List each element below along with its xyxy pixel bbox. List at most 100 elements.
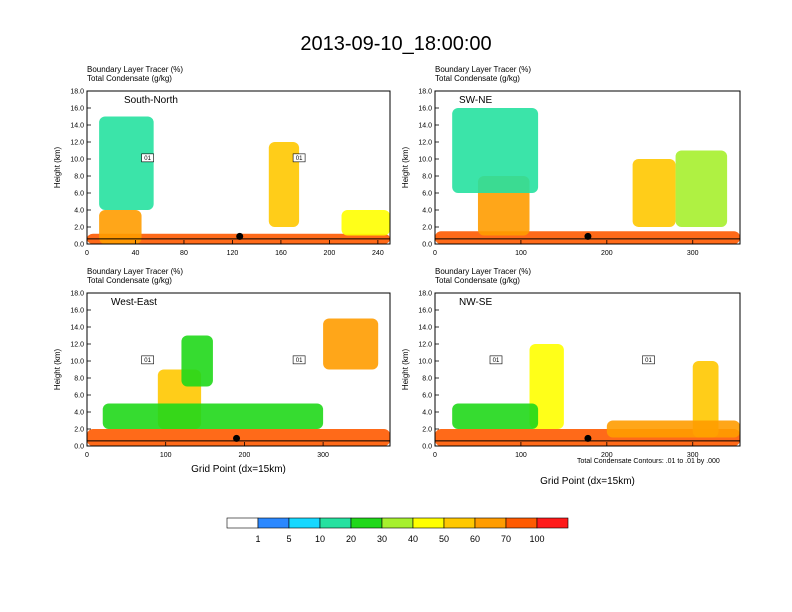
contour-label-box: [642, 355, 655, 365]
y-tick-label: 16.0: [418, 106, 432, 113]
field-blob: [268, 142, 300, 227]
panel-subtitle-condensate: Total Condensate (g/kg): [435, 74, 520, 83]
colorbar-label: 60: [470, 534, 480, 544]
y-tick-label: 10.0: [418, 157, 432, 164]
field-blob: [632, 159, 676, 227]
colorbar-swatch: [350, 517, 383, 529]
colorbar: 1 5 10 20 30 40 50 60 70 100: [226, 517, 569, 544]
panel-0: Boundary Layer Tracer (%)Total Condensat…: [53, 65, 391, 257]
y-tick-label: 8.0: [422, 376, 432, 383]
colorbar-label: 70: [501, 534, 511, 544]
panel-subtitle-tracer: Boundary Layer Tracer (%): [435, 267, 531, 276]
y-tick-label: 10.0: [70, 359, 84, 366]
y-tick-label: 18.0: [70, 89, 84, 96]
colorbar-swatch: [319, 517, 352, 529]
y-tick-label: 4.0: [74, 208, 84, 215]
contour-label: 01: [645, 358, 652, 364]
x-tick-label: 200: [601, 452, 613, 459]
y-tick-label: 18.0: [70, 291, 84, 298]
panel-section-label: SW-NE: [459, 95, 492, 106]
field-blob: [606, 420, 740, 438]
colorbar-label: 1: [255, 534, 260, 544]
colorbar-label: 50: [439, 534, 449, 544]
panel-section-label: West-East: [111, 297, 157, 308]
y-tick-label: 16.0: [70, 308, 84, 315]
panel-subtitle-tracer: Boundary Layer Tracer (%): [87, 267, 183, 276]
x-tick-label: 0: [85, 250, 89, 257]
y-tick-label: 0.0: [422, 444, 432, 451]
y-tick-label: 2.0: [74, 427, 84, 434]
y-tick-label: 2.0: [74, 225, 84, 232]
panel-frame: [434, 292, 741, 447]
y-tick-label: 12.0: [70, 342, 84, 349]
field-blob: [452, 108, 539, 193]
colorbar-label: 5: [286, 534, 291, 544]
y-tick-label: 8.0: [74, 376, 84, 383]
panels: Boundary Layer Tracer (%)Total Condensat…: [53, 65, 741, 487]
y-tick-label: 18.0: [418, 89, 432, 96]
x-tick-label: 300: [317, 452, 329, 459]
x-tick-label: 0: [433, 250, 437, 257]
field-blob: [675, 150, 728, 227]
location-marker: [233, 434, 241, 442]
x-tick-label: 300: [687, 250, 699, 257]
x-tick-label: 200: [601, 250, 613, 257]
x-axis-label: Grid Point (dx=15km): [540, 476, 635, 487]
x-tick-label: 0: [433, 452, 437, 459]
colorbar-label: 100: [529, 534, 544, 544]
y-axis-label: Height (km): [53, 146, 62, 188]
y-tick-label: 12.0: [418, 342, 432, 349]
x-tick-label: 100: [515, 452, 527, 459]
y-tick-label: 6.0: [422, 393, 432, 400]
panel-field: [87, 318, 390, 446]
field-blob: [529, 344, 564, 429]
location-marker: [236, 232, 244, 240]
figure-title: 2013-09-10_18:00:00: [300, 33, 491, 55]
y-tick-label: 14.0: [70, 325, 84, 332]
location-marker: [584, 232, 592, 240]
x-tick-label: 80: [180, 250, 188, 257]
x-tick-label: 0: [85, 452, 89, 459]
y-axis-label: Height (km): [53, 348, 62, 390]
y-tick-label: 14.0: [418, 123, 432, 130]
y-tick-label: 2.0: [422, 225, 432, 232]
field-blob: [452, 403, 539, 429]
y-tick-label: 12.0: [70, 140, 84, 147]
panel-field: [435, 344, 740, 446]
x-tick-label: 240: [372, 250, 384, 257]
y-tick-label: 0.0: [74, 242, 84, 249]
colorbar-swatch: [381, 517, 414, 529]
y-tick-label: 16.0: [418, 308, 432, 315]
y-tick-label: 0.0: [422, 242, 432, 249]
colorbar-swatch: [505, 517, 538, 529]
colorbar-swatch: [257, 517, 290, 529]
field-blob: [323, 318, 379, 370]
y-tick-label: 10.0: [418, 359, 432, 366]
colorbar-swatch: [536, 517, 569, 529]
x-tick-label: 300: [687, 452, 699, 459]
colorbar-swatch: [288, 517, 321, 529]
contour-label: 01: [144, 156, 151, 162]
contour-label-box: [141, 153, 154, 163]
x-tick-label: 120: [227, 250, 239, 257]
y-tick-label: 12.0: [418, 140, 432, 147]
contour-label-box: [489, 355, 503, 365]
panel-section-label: South-North: [124, 95, 178, 106]
panel-2: Boundary Layer Tracer (%)Total Condensat…: [53, 267, 391, 475]
y-tick-label: 14.0: [418, 325, 432, 332]
y-tick-label: 18.0: [418, 291, 432, 298]
contour-label: 01: [296, 156, 303, 162]
footnote: Total Condensate Contours: .01 to .01 by…: [577, 458, 720, 465]
y-tick-label: 4.0: [422, 208, 432, 215]
y-axis-label: Height (km): [401, 146, 410, 188]
panel-subtitle-tracer: Boundary Layer Tracer (%): [87, 65, 183, 74]
x-tick-label: 160: [275, 250, 287, 257]
panel-field: [87, 116, 390, 244]
contour-label-box: [141, 355, 154, 365]
panel-subtitle-condensate: Total Condensate (g/kg): [87, 276, 172, 285]
field-blob: [99, 210, 142, 244]
y-tick-label: 14.0: [70, 123, 84, 130]
contour-label: 01: [296, 358, 303, 364]
field-blob: [341, 210, 390, 236]
